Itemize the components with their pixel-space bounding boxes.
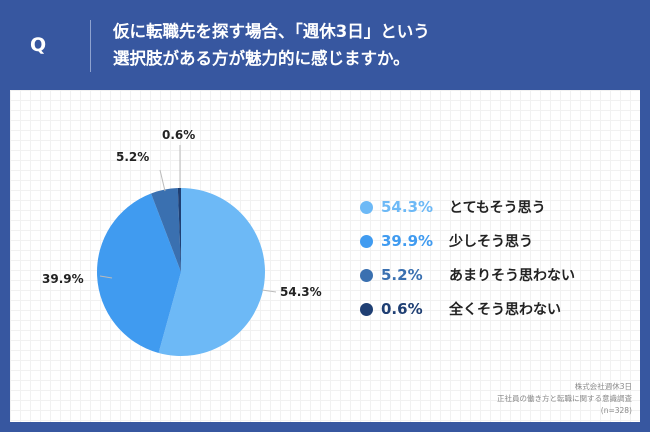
source-line: 株式会社週休3日: [574, 382, 632, 391]
legend-value: 5.2%: [381, 266, 423, 284]
divider: [90, 20, 91, 72]
pie-slice: [151, 188, 181, 272]
legend-item: 5.2% あまりそう思わない: [360, 258, 575, 292]
source-note: 株式会社週休3日正社員の働き方と転職に関する意識調査 (n=328): [497, 381, 632, 417]
source-line: (n=328): [600, 406, 632, 415]
legend-item: 39.9% 少しそう思う: [360, 224, 575, 258]
leader-line: [159, 169, 166, 192]
leader-line: [261, 289, 277, 293]
legend-label: あまりそう思わない: [449, 268, 575, 284]
slice-label: 5.2%: [116, 150, 150, 164]
legend-value: 54.3%: [381, 198, 434, 216]
legend-dot: [360, 200, 373, 214]
q-marker: Q: [30, 34, 47, 56]
legend-label: とてもそう思う: [449, 200, 546, 216]
legend-label: 少しそう思う: [449, 234, 533, 250]
legend-item: 54.3% とてもそう思う: [360, 190, 575, 224]
leader-line: [99, 275, 113, 279]
pie-slice: [158, 188, 266, 356]
title-line-1: 仮に転職先を探す場合、「週休3日」という: [113, 22, 430, 41]
question-title: 仮に転職先を探す場合、「週休3日」という 選択肢がある方が魅力的に感じますか。: [113, 18, 430, 72]
legend-dot: [360, 302, 373, 316]
legend-value: 39.9%: [381, 232, 434, 250]
legend-label: 全くそう思わない: [449, 302, 561, 318]
source-line: 正社員の働き方と転職に関する意識調査: [497, 394, 632, 403]
legend: 54.3% とてもそう思う 39.9% 少しそう思う 5.2% あまりそう思わない 0…: [360, 190, 575, 326]
legend-item: 0.6% 全くそう思わない: [360, 292, 575, 326]
legend-dot: [360, 268, 373, 282]
title-line-2: 選択肢がある方が魅力的に感じますか。: [113, 49, 410, 68]
slice-label: 54.3%: [280, 285, 322, 299]
slice-label: 0.6%: [162, 128, 196, 142]
legend-value: 0.6%: [381, 300, 423, 318]
slice-label: 39.9%: [42, 272, 84, 286]
pie-slice: [177, 188, 181, 272]
pie-slice: [97, 193, 181, 353]
legend-dot: [360, 234, 373, 248]
